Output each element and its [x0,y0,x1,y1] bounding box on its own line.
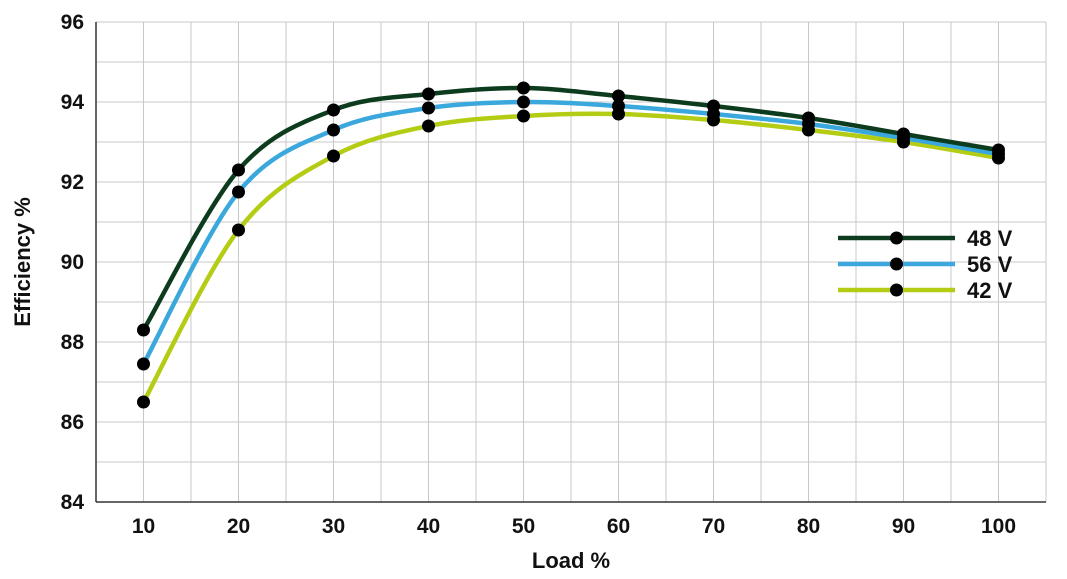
data-point [327,123,340,137]
y-tick-label: 94 [61,91,85,114]
legend-label: 42 V [967,278,1013,303]
y-tick-label: 84 [61,491,85,514]
series [137,81,1005,409]
series-line [141,85,1001,333]
legend-marker [890,231,903,245]
x-tick-label: 60 [607,515,630,538]
data-point [422,119,435,133]
data-point [517,95,530,109]
data-point [422,87,435,101]
x-axis-title: Load % [532,548,610,573]
data-point [232,185,245,199]
legend-marker [890,257,903,271]
x-tick-label: 100 [981,515,1016,538]
data-point [137,357,150,371]
data-point [517,81,530,95]
x-tick-label: 40 [417,515,440,538]
y-tick-label: 86 [61,411,84,434]
y-axis-title: Efficiency % [10,197,35,327]
data-point [422,101,435,115]
data-point [897,127,910,141]
x-tick-label: 10 [132,515,155,538]
x-tick-label: 80 [797,515,820,538]
legend-item: 56 V [838,252,1013,277]
data-point [517,109,530,123]
legend-item: 42 V [838,278,1013,303]
data-point [232,163,245,177]
tick-labels: 84 86 88 90 92 94 96 10 20 30 40 50 60 70 80 90 100 [61,11,1016,538]
legend: 48 V56 V42 V [838,226,1013,303]
legend-marker [890,283,903,297]
data-point [327,149,340,163]
series-line [141,99,1001,367]
data-point [232,223,245,237]
y-tick-label: 92 [61,171,84,194]
x-tick-label: 30 [322,515,345,538]
axes [95,22,1046,503]
data-point [707,99,720,113]
y-tick-label: 96 [61,11,84,34]
y-tick-label: 90 [61,251,84,274]
legend-label: 56 V [967,252,1013,277]
series-3 [141,111,1001,405]
data-point [612,89,625,103]
data-point [327,103,340,117]
data-point [992,143,1005,157]
series-2 [141,99,1001,367]
legend-label: 48 V [967,226,1013,251]
x-tick-label: 90 [892,515,915,538]
legend-item: 48 V [838,226,1013,251]
data-point [802,111,815,125]
series-line [141,111,1001,405]
x-tick-label: 50 [512,515,535,538]
data-point [137,323,150,337]
x-tick-label: 20 [227,515,250,538]
series-1 [141,85,1001,333]
data-point [612,99,625,113]
y-tick-label: 88 [61,331,85,354]
data-point [137,395,150,409]
x-tick-label: 70 [702,515,725,538]
